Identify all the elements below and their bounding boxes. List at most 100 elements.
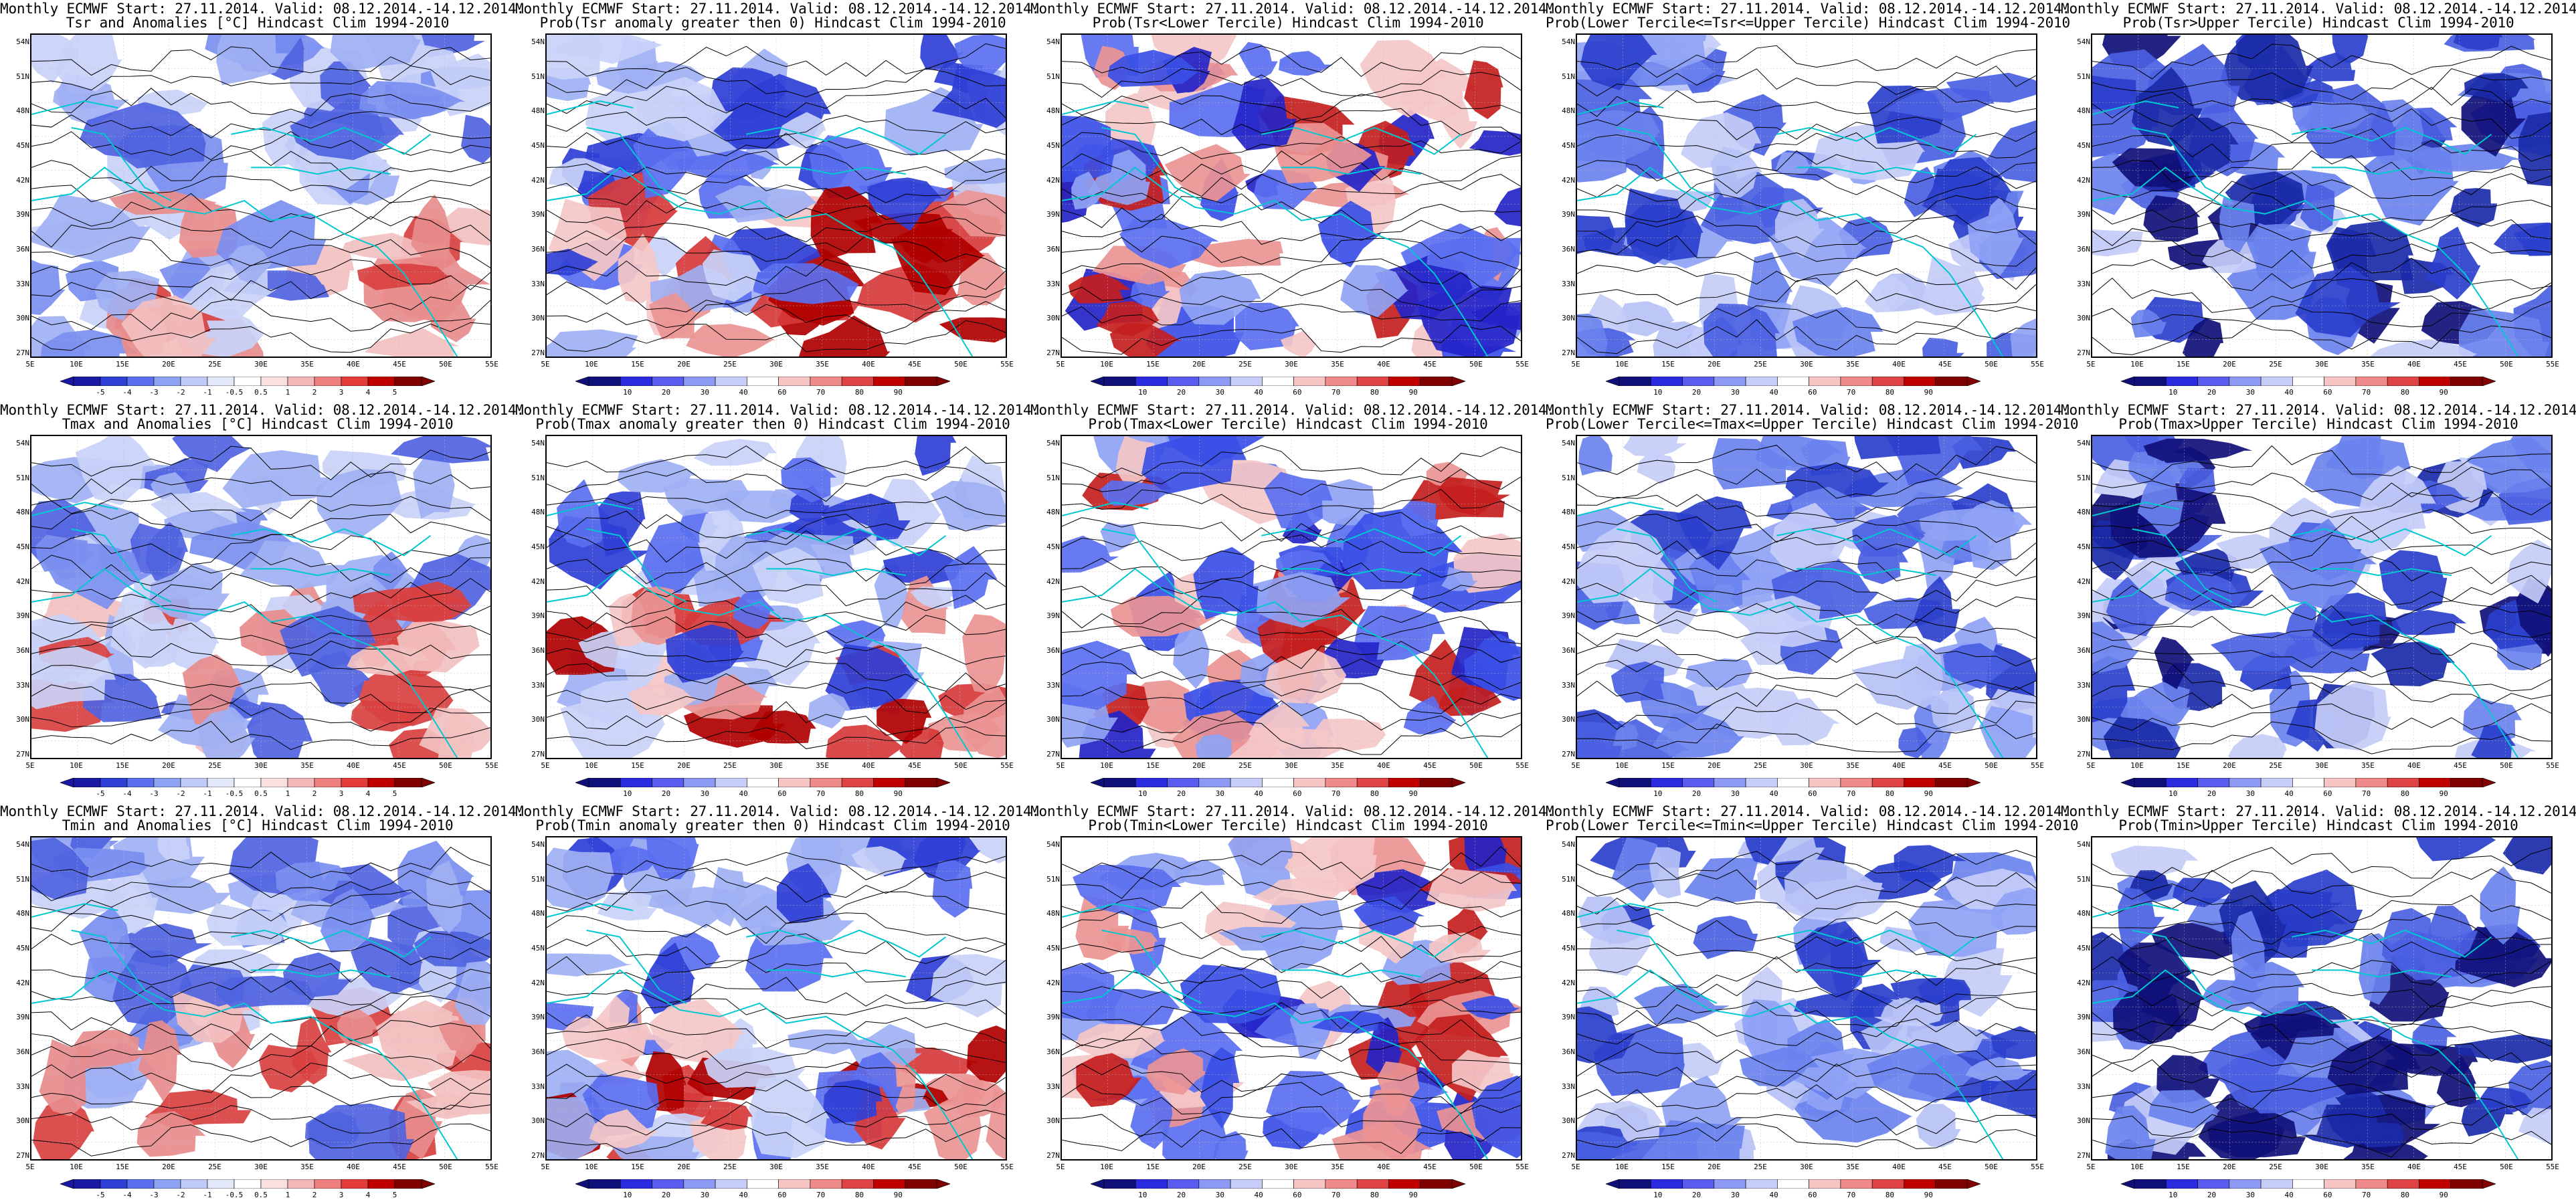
shaded-region xyxy=(1900,643,1944,708)
latitude-tick-label: 39N xyxy=(531,611,545,621)
forecast-map xyxy=(545,435,1007,759)
colorbar-tick-label: 10 xyxy=(2169,1191,2178,1199)
colorbar-segment xyxy=(1388,1179,1421,1189)
shaded-region xyxy=(2143,195,2201,242)
panel-title: Monthly ECMWF Start: 27.11.2014. Valid: … xyxy=(1546,803,2070,819)
shaded-region xyxy=(1623,436,1687,458)
isotherm-contour xyxy=(31,658,490,691)
colorbar-segment xyxy=(1420,777,1453,788)
isotherm-contour xyxy=(2092,574,2551,606)
isotherm-contour xyxy=(1062,1082,1521,1114)
colorbar-tick-label: -5 xyxy=(96,388,105,397)
shaded-region xyxy=(1438,476,1511,516)
latitude-tick-label: 51N xyxy=(531,72,545,81)
isotherm-contour xyxy=(547,1101,1006,1136)
isotherm-contour xyxy=(1577,319,2036,355)
panel-title: Monthly ECMWF Start: 27.11.2014. Valid: … xyxy=(515,803,1040,819)
latitude-tick-label: 36N xyxy=(1562,1047,1575,1056)
longitude-tick-label: 45E xyxy=(908,360,921,369)
longitude-tick-label: 50E xyxy=(439,1163,452,1171)
isotherm-contour xyxy=(1062,445,1521,478)
longitude-tick-label: 35E xyxy=(300,1163,314,1171)
colorbar-segment xyxy=(1356,1179,1389,1189)
latitude-tick-label: 45N xyxy=(1562,141,1575,150)
shaded-region xyxy=(31,260,66,315)
shaded-region xyxy=(1085,989,1180,1027)
isotherm-contour xyxy=(1577,235,2036,267)
colorbar-segment xyxy=(207,376,235,387)
isotherm-contour xyxy=(1577,700,2036,730)
shaded-region xyxy=(320,61,372,111)
isotherm-contour xyxy=(1577,869,2036,900)
isotherm-contour xyxy=(31,46,490,76)
shaded-region xyxy=(1119,219,1219,269)
shaded-region xyxy=(2092,655,2136,723)
panel-subtitle: Tmin and Anomalies [°C] Hindcast Clim 19… xyxy=(62,817,454,833)
isotherm-contour xyxy=(1062,1037,1521,1064)
latitude-tick-label: 36N xyxy=(531,1047,545,1056)
isotherm-contour xyxy=(31,1020,490,1050)
latitude-tick-label: 45N xyxy=(531,141,545,150)
shaded-region xyxy=(1494,187,1521,227)
colorbar-tick-label: 30 xyxy=(700,789,709,798)
colorbar-arrow-low xyxy=(1090,376,1105,387)
colorbar-arrow-low xyxy=(2120,1179,2135,1189)
colorbar-tick-label: 90 xyxy=(2439,1191,2448,1199)
latitude-tick-label: 54N xyxy=(1562,439,1575,447)
colorbar-tick-label: 90 xyxy=(1408,789,1418,798)
colorbar-segment xyxy=(652,376,684,387)
isotherm-contour xyxy=(31,702,490,732)
colorbar-segment xyxy=(1650,777,1683,788)
colorbar-tick-label: 20 xyxy=(1691,388,1701,397)
shaded-region xyxy=(598,491,646,557)
colorbar-segment xyxy=(1388,777,1421,788)
shaded-region xyxy=(810,186,883,262)
shaded-region xyxy=(1898,727,1933,758)
shaded-region xyxy=(781,457,837,503)
forecast-map xyxy=(1576,836,2037,1161)
longitude-tick-label: 55E xyxy=(2031,761,2044,770)
coastline xyxy=(1281,568,1422,577)
shaded-region xyxy=(962,614,1006,694)
isotherm-contour xyxy=(1062,509,1521,542)
shaded-region xyxy=(35,534,94,572)
shaded-region xyxy=(966,1025,1006,1083)
shaded-region xyxy=(1770,502,1851,573)
shaded-region xyxy=(1190,239,1283,268)
longitude-tick-label: 25E xyxy=(1238,1163,1252,1171)
colorbar-segment xyxy=(1904,777,1936,788)
map-field xyxy=(1062,35,1521,357)
longitude-tick-label: 40E xyxy=(347,761,360,770)
panel-title: Monthly ECMWF Start: 27.11.2014. Valid: … xyxy=(2061,803,2576,819)
longitude-tick-label: 35E xyxy=(816,761,829,770)
latitude-tick-label: 42N xyxy=(16,978,29,987)
colorbar-tick-label: -4 xyxy=(122,388,132,397)
shaded-region xyxy=(2010,318,2036,357)
map-panel: Monthly ECMWF Start: 27.11.2014. Valid: … xyxy=(1546,0,2070,401)
isotherm-contour xyxy=(2092,43,2551,80)
forecast-map xyxy=(2091,836,2553,1161)
coastline xyxy=(231,528,432,557)
longitude-tick-label: 45E xyxy=(393,761,406,770)
shaded-region xyxy=(2332,35,2369,64)
colorbar-tick-label: 60 xyxy=(1808,1191,1817,1199)
coastline xyxy=(1101,528,1202,603)
colorbar-segment xyxy=(2134,1179,2167,1189)
colorbar-segment xyxy=(1682,376,1715,387)
colorbar-segment xyxy=(314,376,342,387)
coastline xyxy=(1062,568,1489,758)
isotherm-contour xyxy=(2092,594,2551,626)
colorbar-tick-label: 3 xyxy=(339,1191,344,1199)
colorbar-segment xyxy=(810,1179,842,1189)
shaded-region xyxy=(1792,307,1883,357)
longitude-tick-label: 10E xyxy=(70,1163,83,1171)
isotherm-contour xyxy=(1062,468,1521,496)
colorbar-segment xyxy=(1103,1179,1136,1189)
colorbar-tick-label: 70 xyxy=(2362,789,2371,798)
isotherm-contour xyxy=(547,1017,1006,1049)
forecast-map xyxy=(1061,836,1522,1161)
colorbar-segment xyxy=(1293,1179,1326,1189)
colorbar-segment xyxy=(234,777,262,788)
isotherm-contour xyxy=(1577,636,2036,667)
shaded-region xyxy=(337,1009,379,1046)
